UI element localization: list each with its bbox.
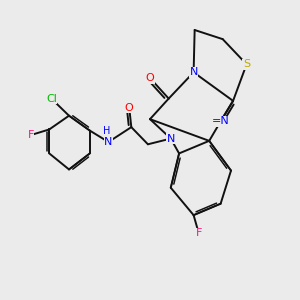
Text: O: O bbox=[146, 73, 154, 83]
Text: H: H bbox=[103, 126, 110, 136]
Text: S: S bbox=[243, 59, 250, 69]
Text: N: N bbox=[104, 137, 112, 147]
Text: Cl: Cl bbox=[46, 94, 57, 103]
Text: F: F bbox=[27, 130, 34, 140]
Text: N: N bbox=[189, 67, 198, 77]
Text: F: F bbox=[196, 228, 202, 239]
Text: O: O bbox=[125, 103, 134, 113]
Text: =N: =N bbox=[212, 116, 230, 126]
Text: N: N bbox=[167, 134, 175, 144]
